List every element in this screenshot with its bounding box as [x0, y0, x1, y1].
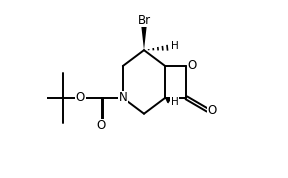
Polygon shape	[141, 22, 147, 50]
Text: N: N	[118, 91, 127, 104]
Text: O: O	[76, 91, 85, 104]
Text: H: H	[171, 41, 179, 51]
Text: O: O	[207, 104, 217, 117]
Text: O: O	[96, 119, 105, 132]
Text: H: H	[171, 97, 179, 107]
Text: O: O	[187, 59, 197, 72]
Text: Br: Br	[137, 14, 151, 27]
